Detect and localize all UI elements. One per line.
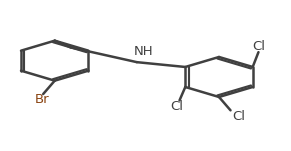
Text: Cl: Cl bbox=[170, 100, 183, 113]
Text: Br: Br bbox=[34, 93, 49, 106]
Text: NH: NH bbox=[134, 45, 154, 58]
Text: Cl: Cl bbox=[252, 40, 265, 53]
Text: Cl: Cl bbox=[233, 110, 246, 123]
